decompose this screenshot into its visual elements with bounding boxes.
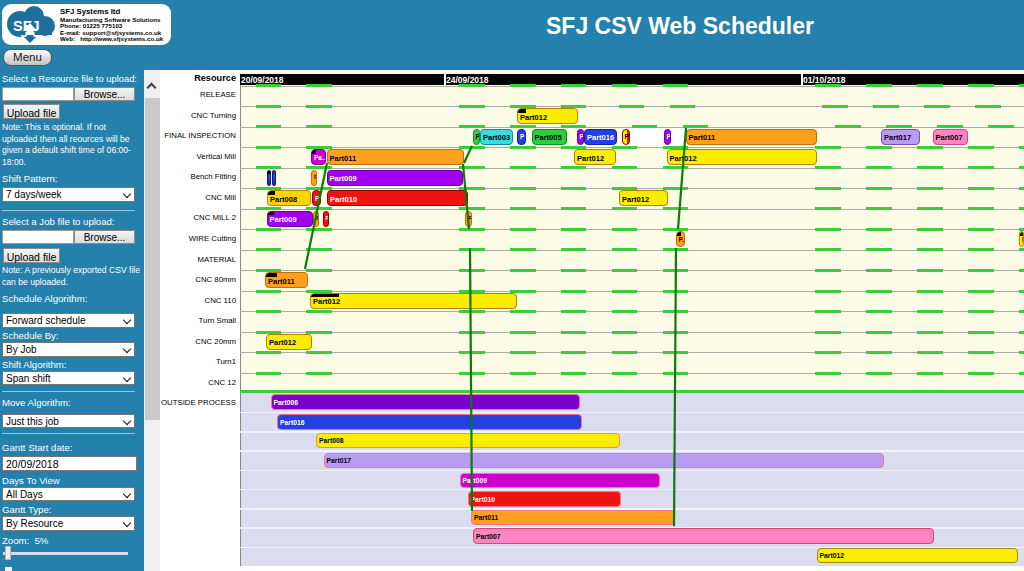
svg-text:SFJ: SFJ <box>13 18 40 34</box>
